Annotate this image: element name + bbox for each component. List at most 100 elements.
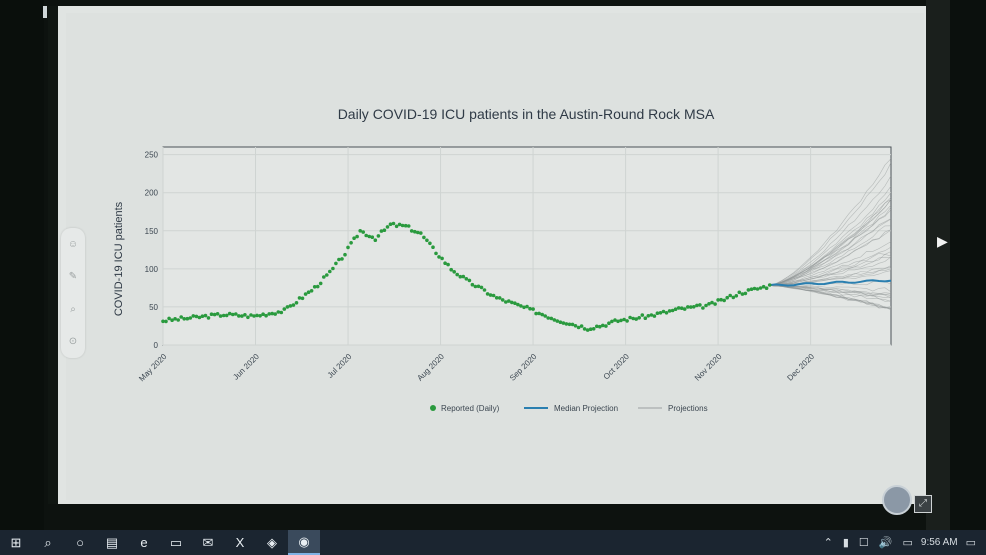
reported-point [240, 314, 244, 318]
reported-point [513, 301, 517, 306]
right-dark-strip [950, 0, 986, 530]
reported-point [522, 305, 526, 310]
excel-icon[interactable]: X [235, 535, 245, 550]
file-explorer-icon[interactable]: ▭ [169, 534, 183, 550]
reported-point [346, 245, 350, 250]
reported-point [449, 267, 454, 272]
window-edge-marker [43, 6, 47, 18]
search-icon[interactable]: ⌕ [44, 534, 52, 550]
reported-point [540, 312, 544, 317]
windows-icon[interactable]: ⊞ [10, 534, 22, 550]
x-tick-label: May 2020 [137, 352, 169, 384]
projection-line [769, 229, 892, 286]
edge-icon[interactable]: e [140, 535, 148, 550]
y-tick-label: 100 [145, 265, 159, 274]
reported-point [409, 229, 414, 233]
reported-point [494, 296, 499, 300]
reported-point [534, 311, 538, 316]
reported-point [549, 316, 554, 321]
reported-point [537, 311, 541, 316]
reported-point [743, 291, 748, 296]
reported-point [601, 323, 605, 328]
legend-reported-label: Reported (Daily) [441, 404, 500, 413]
reported-point [385, 225, 390, 229]
reported-point [358, 229, 363, 233]
tray-item-icon[interactable]: ▮ [842, 537, 849, 549]
tray-item-icon[interactable]: 🔊 [878, 537, 893, 549]
reported-point [622, 317, 626, 322]
reported-point [655, 311, 660, 316]
projection-line [769, 285, 892, 309]
reported-point [749, 287, 754, 292]
projection-line [769, 241, 892, 286]
reported-point [416, 230, 420, 235]
pen-icon[interactable]: ✎ [68, 271, 78, 283]
reported-point [188, 316, 193, 320]
reported-point [446, 262, 450, 267]
reported-point [306, 290, 311, 295]
cortana-icon[interactable]: ○ [76, 535, 84, 550]
icu-chart: Daily COVID-19 ICU patients in the Austi… [113, 106, 892, 413]
reported-point [619, 318, 623, 323]
tray-item-icon[interactable]: ☐ [858, 537, 869, 549]
more-icon[interactable]: ⊙ [68, 336, 78, 348]
notification-icon[interactable]: ▭ [965, 537, 976, 549]
reported-point [479, 285, 484, 290]
reported-point [397, 222, 402, 227]
reported-point [352, 236, 356, 240]
tray-item-icon[interactable]: ▭ [902, 537, 913, 549]
reported-point [334, 261, 338, 266]
reported-point [413, 229, 417, 234]
taskbar-clock[interactable]: 9:56 AM [920, 537, 958, 548]
reported-point [461, 274, 466, 279]
x-tick-label: Jul 2020 [326, 352, 354, 380]
reported-point [264, 313, 268, 318]
expand-icon[interactable]: ⤢ [914, 495, 932, 513]
mail-icon[interactable]: ✉ [202, 534, 214, 550]
reported-point [676, 306, 681, 310]
reported-point [291, 303, 296, 307]
reported-point [170, 318, 174, 323]
pointer-icon[interactable]: ☺ [67, 238, 79, 250]
projection-line [769, 218, 892, 286]
teams-icon[interactable]: ◈ [267, 534, 277, 550]
reported-point [340, 257, 344, 261]
legend-median-label: Median Projection [554, 404, 618, 413]
reported-point [285, 305, 290, 309]
reported-point [485, 292, 490, 296]
reported-point [279, 310, 284, 315]
reported-point [379, 229, 384, 233]
reported-point [616, 319, 620, 324]
reported-point [767, 283, 772, 287]
reported-point [585, 328, 590, 332]
reported-point [546, 316, 550, 320]
chart-title: Daily COVID-19 ICU patients in the Austi… [338, 106, 715, 122]
reported-point [692, 305, 696, 309]
zoom-icon[interactable]: ⌕ [70, 303, 76, 315]
reported-point [464, 277, 469, 281]
left-dark-strip [0, 0, 47, 530]
reported-point [689, 305, 693, 309]
plot-area [162, 146, 892, 346]
reported-point [176, 318, 180, 322]
reported-point [631, 316, 635, 321]
reported-point [221, 313, 226, 318]
projection-line [769, 251, 892, 286]
reported-point [161, 319, 165, 324]
webcam-bubble-icon[interactable] [882, 485, 912, 515]
tray-item-icon[interactable]: ⌃ [823, 537, 833, 549]
reported-point [388, 222, 393, 226]
reported-point [667, 309, 672, 313]
reported-point [364, 233, 369, 238]
reported-point [567, 322, 572, 327]
task-view-icon[interactable]: ▤ [105, 534, 119, 550]
active-app-icon[interactable]: ◉ [288, 530, 320, 555]
reported-point [370, 235, 375, 239]
reported-point [497, 296, 502, 300]
y-tick-label: 0 [154, 341, 159, 350]
reported-point [482, 288, 487, 292]
reported-point [570, 322, 575, 327]
reported-point [249, 313, 253, 317]
reported-point [288, 304, 293, 308]
reported-point [440, 256, 444, 261]
